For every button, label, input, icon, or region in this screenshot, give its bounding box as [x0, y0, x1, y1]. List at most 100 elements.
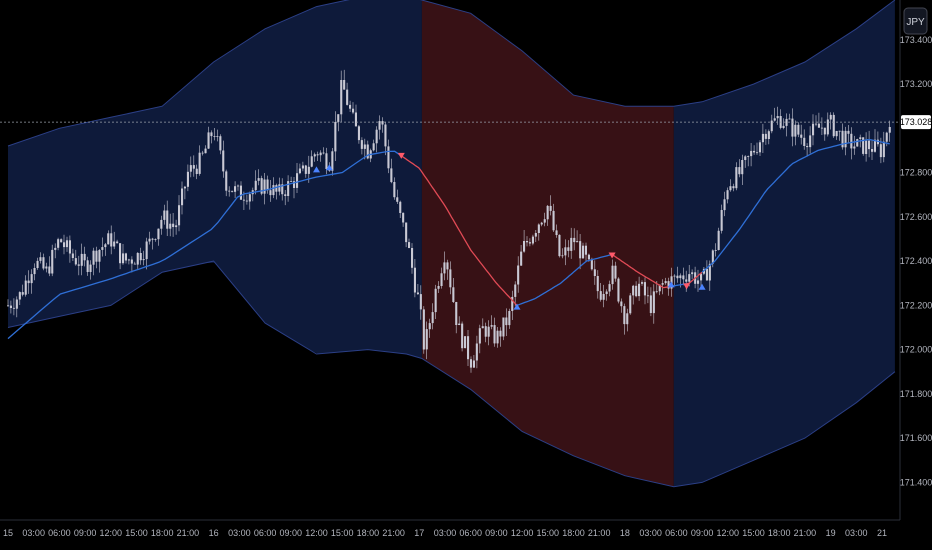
candle — [198, 145, 201, 176]
candle-body — [27, 280, 30, 284]
candle — [735, 162, 738, 191]
candle — [744, 155, 747, 168]
currency-button-label[interactable]: JPY — [906, 17, 925, 28]
candle-body — [667, 281, 670, 289]
x-tick-label: 15:00 — [125, 528, 148, 538]
x-tick-label: 18:00 — [562, 528, 585, 538]
candle — [753, 145, 756, 155]
candle — [764, 129, 767, 145]
candle-body — [366, 144, 369, 159]
candle — [54, 243, 57, 259]
candle-body — [767, 131, 770, 139]
candle-body — [33, 268, 36, 275]
candle — [228, 186, 231, 197]
candle — [832, 112, 835, 138]
candle-body — [803, 137, 806, 146]
candle-body — [107, 233, 110, 245]
candle — [582, 242, 585, 259]
candle-body — [413, 267, 416, 293]
x-tick-label: 09:00 — [691, 528, 714, 538]
candle — [440, 267, 443, 289]
candle-body — [464, 336, 467, 349]
candle-body — [658, 284, 661, 292]
ma-line-bull — [516, 253, 613, 307]
candle — [413, 259, 416, 298]
candle-body — [720, 210, 723, 231]
candle — [823, 127, 826, 141]
candle — [260, 175, 263, 196]
candle-body — [9, 305, 12, 308]
candle-body — [652, 291, 655, 314]
candle — [89, 260, 92, 280]
y-tick-label: 173.200 — [900, 79, 932, 89]
candle-body — [331, 151, 334, 171]
candle — [142, 250, 145, 266]
candle-body — [101, 247, 104, 250]
x-tick-label: 03:00 — [22, 528, 45, 538]
x-axis[interactable]: 15 03:00 06:00 09:00 12:00 15:00 18:00 21:00 16 0… — [3, 528, 887, 538]
candle — [133, 261, 136, 265]
candle-body — [770, 120, 773, 132]
candle — [876, 131, 879, 147]
candle-body — [623, 306, 626, 325]
candle — [375, 126, 378, 153]
candle-body — [853, 146, 856, 149]
candle-body — [172, 223, 175, 227]
candle — [856, 138, 859, 147]
currency-button-frame[interactable] — [903, 7, 928, 35]
candle — [437, 281, 440, 293]
candle-body — [45, 266, 48, 269]
candle — [57, 237, 60, 251]
candle — [850, 127, 853, 160]
candle-body — [440, 273, 443, 286]
regime-region-bullish — [8, 0, 422, 359]
candle-body — [396, 197, 399, 202]
candle-body — [169, 223, 172, 229]
currency-button[interactable]: JPY — [903, 7, 928, 35]
candle — [60, 238, 63, 243]
candle — [319, 150, 322, 162]
candle-body — [528, 242, 531, 244]
candle — [24, 275, 27, 297]
candle — [835, 130, 838, 140]
candle — [676, 266, 679, 283]
candle-body — [319, 152, 322, 156]
candle-body — [346, 89, 349, 105]
candle — [124, 252, 127, 264]
candle — [526, 236, 529, 247]
candle-body — [738, 167, 741, 175]
ma-line-bull — [7, 150, 402, 340]
candle-body — [458, 323, 461, 325]
candle-body — [664, 281, 667, 284]
candle-body — [402, 212, 405, 223]
candle-body — [408, 242, 411, 248]
candle — [555, 224, 558, 238]
candle-body — [511, 296, 514, 311]
candle — [794, 120, 797, 146]
candle — [101, 237, 104, 257]
candle-body — [829, 114, 832, 120]
candle — [222, 140, 225, 178]
candle-body — [691, 272, 694, 275]
x-tick-label: 15:00 — [537, 528, 560, 538]
candle — [207, 126, 210, 149]
candle-body — [888, 127, 891, 133]
candle-body — [242, 199, 245, 201]
y-axis[interactable]: 171.400 171.600 171.800 172.000 172.200 172.4… — [900, 35, 932, 488]
candle — [623, 303, 626, 335]
candle — [51, 244, 54, 277]
candle-body — [113, 241, 116, 247]
candle — [281, 178, 284, 201]
candle-body — [416, 292, 419, 295]
candle — [738, 159, 741, 178]
signal-up-marker — [325, 164, 333, 171]
candle-body — [596, 276, 599, 292]
candle — [540, 221, 543, 227]
y-tick-label: 172.400 — [900, 256, 932, 266]
candle-body — [735, 167, 738, 189]
candle-body — [487, 326, 490, 337]
candle — [475, 335, 478, 369]
candle-body — [322, 152, 325, 154]
candle — [803, 129, 806, 150]
